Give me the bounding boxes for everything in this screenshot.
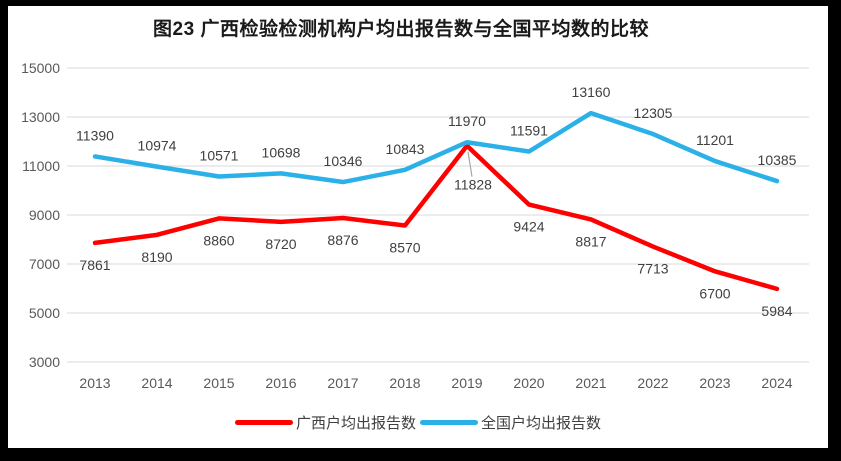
data-label-national: 11970: [448, 113, 486, 129]
data-label-national: 13160: [572, 84, 611, 100]
data-label-national: 10346: [324, 153, 363, 169]
data-label-national: 10385: [758, 152, 797, 168]
x-axis-tick-label: 2018: [389, 375, 420, 391]
data-label-guangxi: 8570: [389, 240, 420, 256]
data-label-guangxi: 7861: [79, 257, 110, 273]
data-label-guangxi: 8720: [265, 236, 296, 252]
x-axis-tick-label: 2022: [637, 375, 668, 391]
y-axis-tick-label: 5000: [29, 305, 60, 321]
x-axis-tick-label: 2019: [451, 375, 482, 391]
data-label-guangxi: 8817: [575, 233, 606, 249]
data-label-guangxi: 11828: [454, 177, 492, 193]
x-axis-tick-label: 2021: [575, 375, 606, 391]
data-label-guangxi: 8860: [203, 232, 234, 248]
x-axis-tick-label: 2014: [141, 375, 172, 391]
y-axis-tick-label: 11000: [22, 158, 60, 174]
y-axis-tick-label: 15000: [21, 60, 60, 76]
x-axis-tick-label: 2015: [203, 375, 234, 391]
legend-label-national: 全国户均出报告数: [481, 415, 602, 432]
y-axis-tick-label: 9000: [29, 207, 60, 223]
x-axis-tick-label: 2017: [327, 375, 358, 391]
data-label-guangxi: 8876: [327, 232, 358, 248]
data-label-national: 12305: [634, 105, 673, 121]
data-label-national: 10698: [262, 144, 301, 160]
legend-item-national: 全国户均出报告数: [420, 412, 601, 433]
x-axis-tick-label: 2020: [513, 375, 544, 391]
data-label-national: 11591: [510, 123, 548, 139]
chart-title: 图23 广西检验检测机构户均出报告数与全国平均数的比较: [153, 19, 649, 40]
x-axis-tick-label: 2024: [761, 375, 792, 391]
y-axis-tick-label: 3000: [29, 354, 60, 370]
legend-item-guangxi: 广西户均出报告数: [234, 412, 416, 433]
x-axis-tick-label: 2023: [699, 375, 730, 391]
data-label-guangxi: 8190: [141, 249, 172, 265]
legend-swatch-guangxi: [234, 420, 293, 425]
data-label-guangxi: 5984: [761, 303, 792, 319]
data-label-national: 10843: [386, 141, 425, 157]
legend-swatch-national: [420, 420, 478, 425]
data-label-national: 10974: [138, 138, 177, 154]
legend: 广西户均出报告数 全国户均出报告数: [8, 412, 828, 433]
series-line-national: [92, 110, 780, 185]
y-axis-tick-label: 7000: [29, 256, 60, 272]
data-label-national: 10571: [200, 148, 239, 164]
y-axis-tick-label: 13000: [21, 109, 60, 125]
legend-label-guangxi: 广西户均出报告数: [295, 415, 416, 432]
x-axis-tick-label: 2016: [265, 375, 296, 391]
chart-svg: 3000 5000 7000 9000 11000 13000 15000 2013 2014 2…: [21, 60, 809, 391]
data-label-national: 11201: [696, 132, 734, 148]
x-axis-tick-label: 2013: [79, 375, 110, 391]
data-label-national: 11390: [76, 127, 114, 143]
data-label-guangxi: 9424: [513, 219, 544, 235]
series-line-guangxi: [92, 143, 780, 292]
callout-leader-line: [467, 151, 473, 177]
data-label-guangxi: 6700: [699, 285, 730, 301]
data-label-guangxi: 7713: [637, 261, 668, 277]
